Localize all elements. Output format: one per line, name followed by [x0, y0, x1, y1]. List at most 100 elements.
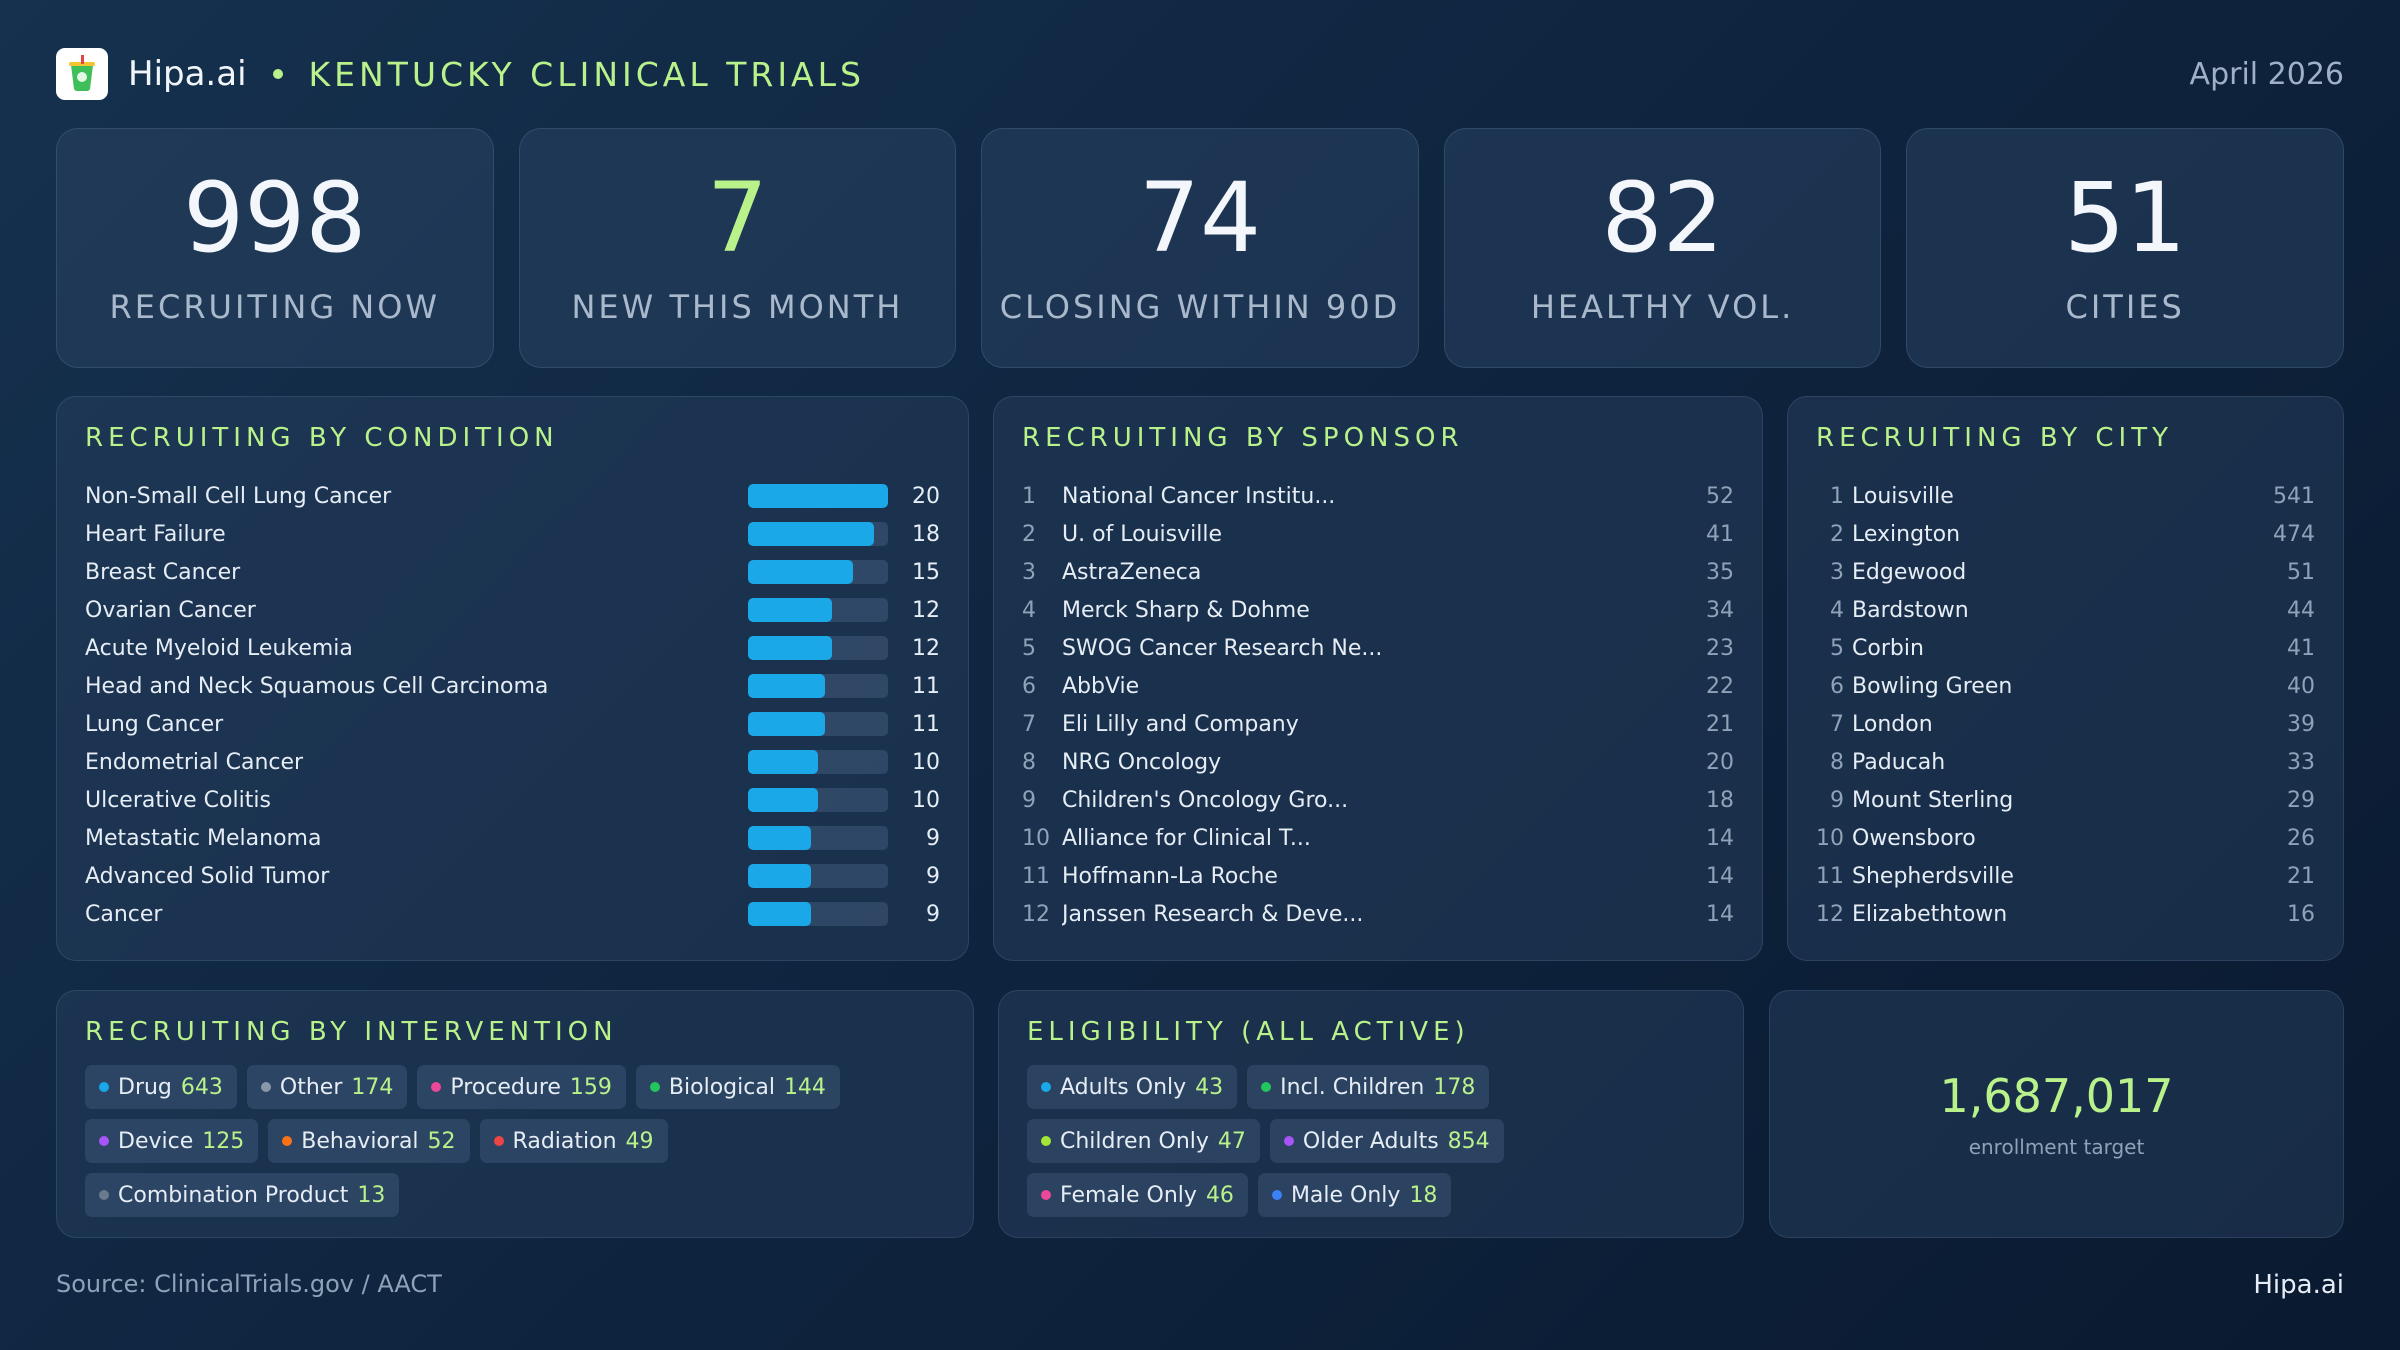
chip-count: 47 — [1217, 1128, 1246, 1154]
color-dot-icon — [1261, 1082, 1272, 1092]
condition-count: 15 — [912, 559, 940, 585]
sponsor-name: Alliance for Clinical T... — [1062, 825, 1311, 851]
condition-name: Acute Myeloid Leukemia — [85, 635, 353, 661]
city-rank: 10 — [1816, 825, 1844, 851]
chip-label: Incl. Children — [1280, 1074, 1425, 1100]
eligibility-chip: Incl. Children 178 — [1247, 1065, 1490, 1109]
interventions-chip: Other 174 — [246, 1065, 408, 1109]
sponsor-count: 41 — [1706, 521, 1734, 547]
city-name: Edgewood — [1852, 559, 1967, 585]
header: Hipa.ai KENTUCKY CLINICAL TRIALS April 2… — [56, 46, 2344, 102]
condition-name: Metastatic Melanoma — [85, 825, 322, 851]
sponsor-row: 5 SWOG Cancer Research Ne... 23 — [1022, 629, 1734, 667]
condition-bar — [748, 750, 818, 774]
chip-count: 18 — [1409, 1182, 1438, 1208]
city-count: 26 — [2287, 825, 2315, 851]
stat-label: CLOSING WITHIN 90D — [999, 288, 1401, 326]
chip-label: Older Adults — [1302, 1128, 1439, 1154]
city-count: 474 — [2273, 521, 2315, 547]
eligibility-chip: Older Adults 854 — [1269, 1119, 1504, 1163]
stat-value: 51 — [2064, 162, 2187, 274]
condition-row: Acute Myeloid Leukemia 12 — [85, 629, 940, 667]
separator-dot — [272, 69, 283, 79]
stat-cards: 998 RECRUITING NOW 7 NEW THIS MONTH 74 C… — [56, 128, 2344, 368]
city-rank: 9 — [1830, 787, 1844, 813]
city-row: 7 London 39 — [1816, 705, 2315, 743]
color-dot-icon — [1041, 1082, 1051, 1092]
sponsor-name: U. of Louisville — [1062, 521, 1223, 547]
city-row: 8 Paducah 33 — [1816, 743, 2315, 781]
city-rank: 2 — [1830, 521, 1844, 547]
stat-label: HEALTHY VOL. — [1530, 288, 1795, 326]
chip-count: 13 — [357, 1182, 386, 1208]
sponsor-name: AstraZeneca — [1062, 559, 1202, 585]
color-dot-icon — [1041, 1190, 1051, 1200]
chip-count: 643 — [180, 1074, 223, 1100]
sponsor-row: 10 Alliance for Clinical T... 14 — [1022, 819, 1734, 857]
city-name: Bardstown — [1852, 597, 1969, 623]
interventions-chip: Drug 643 — [85, 1065, 237, 1109]
sponsor-rank: 6 — [1022, 673, 1036, 699]
sponsor-name: National Cancer Institu... — [1062, 483, 1336, 509]
city-panel: RECRUITING BY CITY 1 Louisville 541 2 Lexing… — [1787, 396, 2344, 961]
sponsor-row: 1 National Cancer Institu... 52 — [1022, 477, 1734, 515]
city-count: 39 — [2287, 711, 2315, 737]
condition-name: Endometrial Cancer — [85, 749, 304, 775]
color-dot-icon — [260, 1082, 271, 1092]
city-rank: 7 — [1830, 711, 1844, 737]
city-count: 51 — [2287, 559, 2315, 585]
city-rank: 4 — [1830, 597, 1844, 623]
sponsor-rank: 9 — [1022, 787, 1036, 813]
sponsor-row: 3 AstraZeneca 35 — [1022, 553, 1734, 591]
stat-value: 74 — [1138, 162, 1262, 274]
color-dot-icon — [493, 1136, 504, 1146]
condition-name: Non-Small Cell Lung Cancer — [85, 483, 392, 509]
page-title: KENTUCKY CLINICAL TRIALS — [308, 54, 865, 94]
condition-bar-track — [748, 712, 888, 736]
condition-row: Metastatic Melanoma 9 — [85, 819, 940, 857]
sponsor-count: 35 — [1706, 559, 1734, 585]
sponsor-name: Hoffmann-La Roche — [1062, 863, 1278, 889]
intervention-chips: Drug 643 Other 174 Procedure 159 Biological 144… — [85, 1065, 945, 1217]
condition-count: 10 — [912, 749, 940, 775]
enrollment-panel: 1,687,017 enrollment target — [1769, 990, 2344, 1238]
chip-count: 174 — [351, 1074, 394, 1100]
condition-bar — [748, 902, 811, 926]
city-row: 11 Shepherdsville 21 — [1816, 857, 2315, 895]
source-note: Source: ClinicalTrials.gov / AACT — [56, 1270, 442, 1298]
sponsor-rank: 10 — [1022, 825, 1050, 851]
sponsor-count: 14 — [1706, 901, 1734, 927]
stat-value: 82 — [1601, 162, 1724, 274]
panel-title: RECRUITING BY CITY — [1816, 423, 2173, 453]
stat-card-closing-within-90d: 74 CLOSING WITHIN 90D — [981, 128, 1419, 368]
color-dot-icon — [99, 1190, 109, 1200]
chip-label: Male Only — [1290, 1182, 1401, 1208]
sponsor-count: 18 — [1706, 787, 1734, 813]
condition-count: 11 — [912, 673, 940, 699]
city-row: 6 Bowling Green 40 — [1816, 667, 2315, 705]
stat-card-new-this-month: 7 NEW THIS MONTH — [518, 128, 957, 368]
city-row: 9 Mount Sterling 29 — [1816, 781, 2315, 819]
city-count: 29 — [2287, 787, 2315, 813]
enrollment-label: enrollment target — [1968, 1135, 2145, 1159]
condition-count: 9 — [926, 825, 940, 851]
condition-count: 20 — [912, 483, 940, 509]
condition-bar — [748, 484, 888, 508]
condition-bar-track — [748, 522, 888, 546]
color-dot-icon — [1271, 1190, 1282, 1200]
enrollment-value: 1,687,017 — [1939, 1069, 2174, 1123]
sponsor-row: 12 Janssen Research & Deve... 14 — [1022, 895, 1734, 933]
interventions-chip: Combination Product 13 — [85, 1173, 400, 1217]
condition-bar-track — [748, 864, 888, 888]
condition-row: Cancer 9 — [85, 895, 940, 933]
city-row: 3 Edgewood 51 — [1816, 553, 2315, 591]
sponsor-count: 34 — [1706, 597, 1734, 623]
city-name: Paducah — [1852, 749, 1946, 775]
condition-name: Ulcerative Colitis — [85, 787, 271, 813]
panel-title: RECRUITING BY INTERVENTION — [85, 1017, 618, 1047]
chip-label: Other — [279, 1074, 343, 1100]
stat-card-healthy-vol: 82 HEALTHY VOL. — [1443, 128, 1882, 368]
condition-bar — [748, 864, 811, 888]
sponsor-row: 11 Hoffmann-La Roche 14 — [1022, 857, 1734, 895]
color-dot-icon — [282, 1136, 293, 1146]
